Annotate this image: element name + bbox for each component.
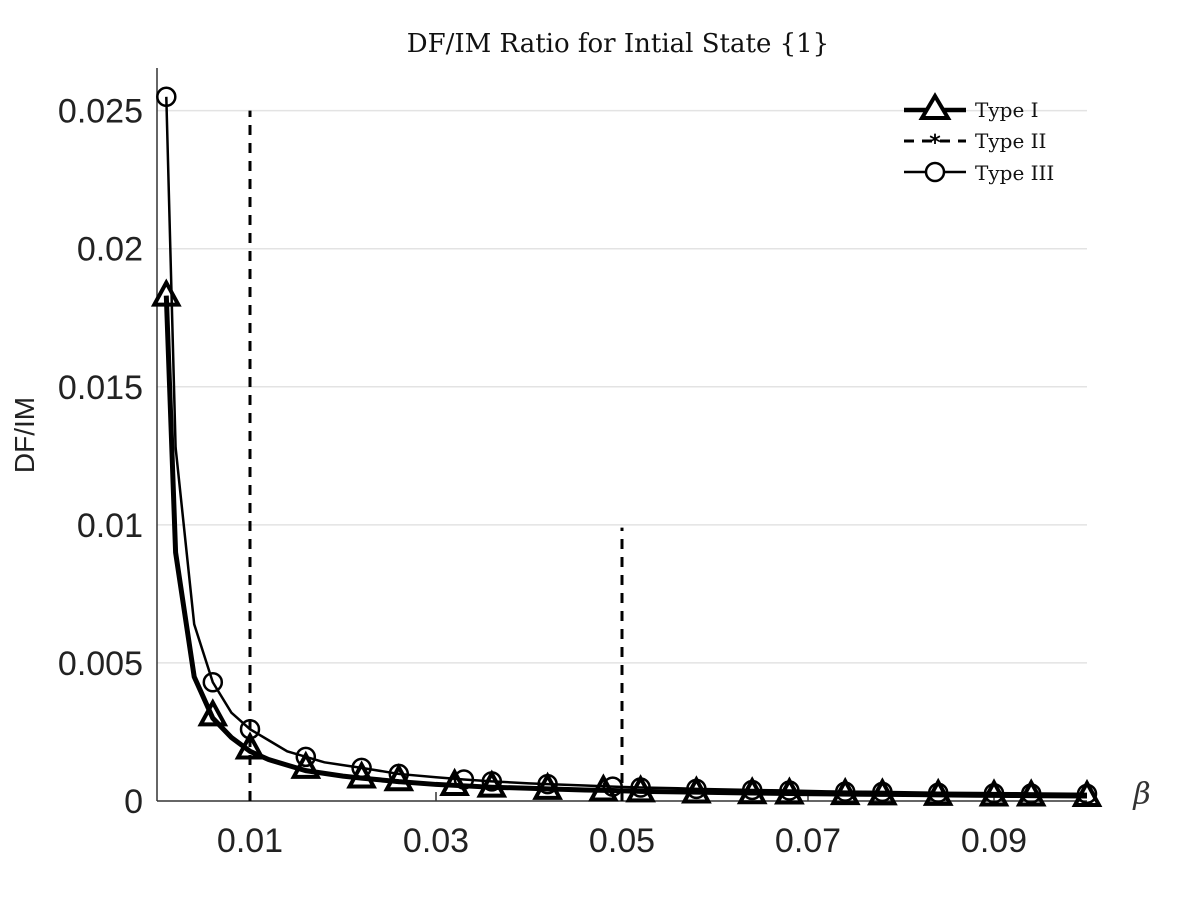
series-type-iii-point <box>202 672 224 693</box>
series-type-i-line <box>163 295 1088 799</box>
series-type-i-point <box>829 776 861 806</box>
legend: Type I * Type II Type III <box>904 92 1054 185</box>
series-type-i-point <box>234 731 266 760</box>
x-tick-label: 0.05 <box>589 822 655 860</box>
series-type-i-point <box>774 776 805 805</box>
series-type-i-point <box>476 769 508 798</box>
series-type-i-point <box>867 777 898 806</box>
x-tick-label: 0.03 <box>403 822 469 860</box>
y-tick-label: 0.02 <box>77 231 143 269</box>
series-type-iii-line <box>165 96 1088 796</box>
y-tick-label: 0.025 <box>58 93 143 131</box>
x-tick-label: 0.07 <box>775 822 841 860</box>
x-tick-label: 0.01 <box>217 822 283 860</box>
series-type-iii-point <box>351 757 372 779</box>
series-type-i-point <box>625 774 656 803</box>
series-type-i-point <box>681 775 712 804</box>
y-tick-label: 0.005 <box>58 645 143 683</box>
legend-label-type-ii: Type II <box>975 129 1046 153</box>
series-type-i-point <box>978 778 1010 807</box>
series-type-i-point <box>290 750 322 779</box>
legend-label-type-iii: Type III <box>975 161 1054 185</box>
legend-item-type-iii: Type III <box>904 161 1054 185</box>
grid-lines <box>157 109 1087 664</box>
tick-labels: 0 0.005 0.01 0.015 0.02 0.025 0.01 0.03 0.05 0.07… <box>58 93 1027 860</box>
asterisk-marker-icon: * <box>929 131 941 156</box>
series-type-i-point <box>922 777 954 806</box>
series-type-i-point <box>736 776 768 805</box>
series-type-i-point <box>1071 778 1103 808</box>
legend-item-type-ii: * Type II <box>904 129 1046 156</box>
series-type-i-point <box>197 698 229 727</box>
series-type-i-point <box>150 278 182 307</box>
series-type-i-point <box>439 767 470 796</box>
x-axis-label: β <box>1132 777 1150 812</box>
series-type-i-point <box>588 773 619 802</box>
series-type-i-point <box>1015 778 1047 807</box>
series-type-iii-point <box>295 746 317 768</box>
y-axis-label: DF/IM <box>9 397 40 473</box>
series-type-i-point <box>383 763 415 792</box>
y-tick-label: 0 <box>124 783 143 821</box>
chart-title: DF/IM Ratio for Intial State {1} <box>407 29 829 59</box>
y-tick-label: 0.01 <box>77 507 143 545</box>
data-series <box>150 86 1103 808</box>
series-type-i-point <box>346 760 377 789</box>
circle-marker-icon <box>924 161 946 183</box>
legend-label-type-i: Type I <box>975 98 1039 122</box>
y-tick-label: 0.015 <box>58 369 143 407</box>
series-type-i-point <box>532 771 563 800</box>
legend-item-type-i: Type I <box>904 92 1039 122</box>
series-type-iii-point <box>156 86 177 108</box>
x-tick-label: 0.09 <box>961 822 1027 860</box>
triangle-marker-icon <box>918 92 952 120</box>
